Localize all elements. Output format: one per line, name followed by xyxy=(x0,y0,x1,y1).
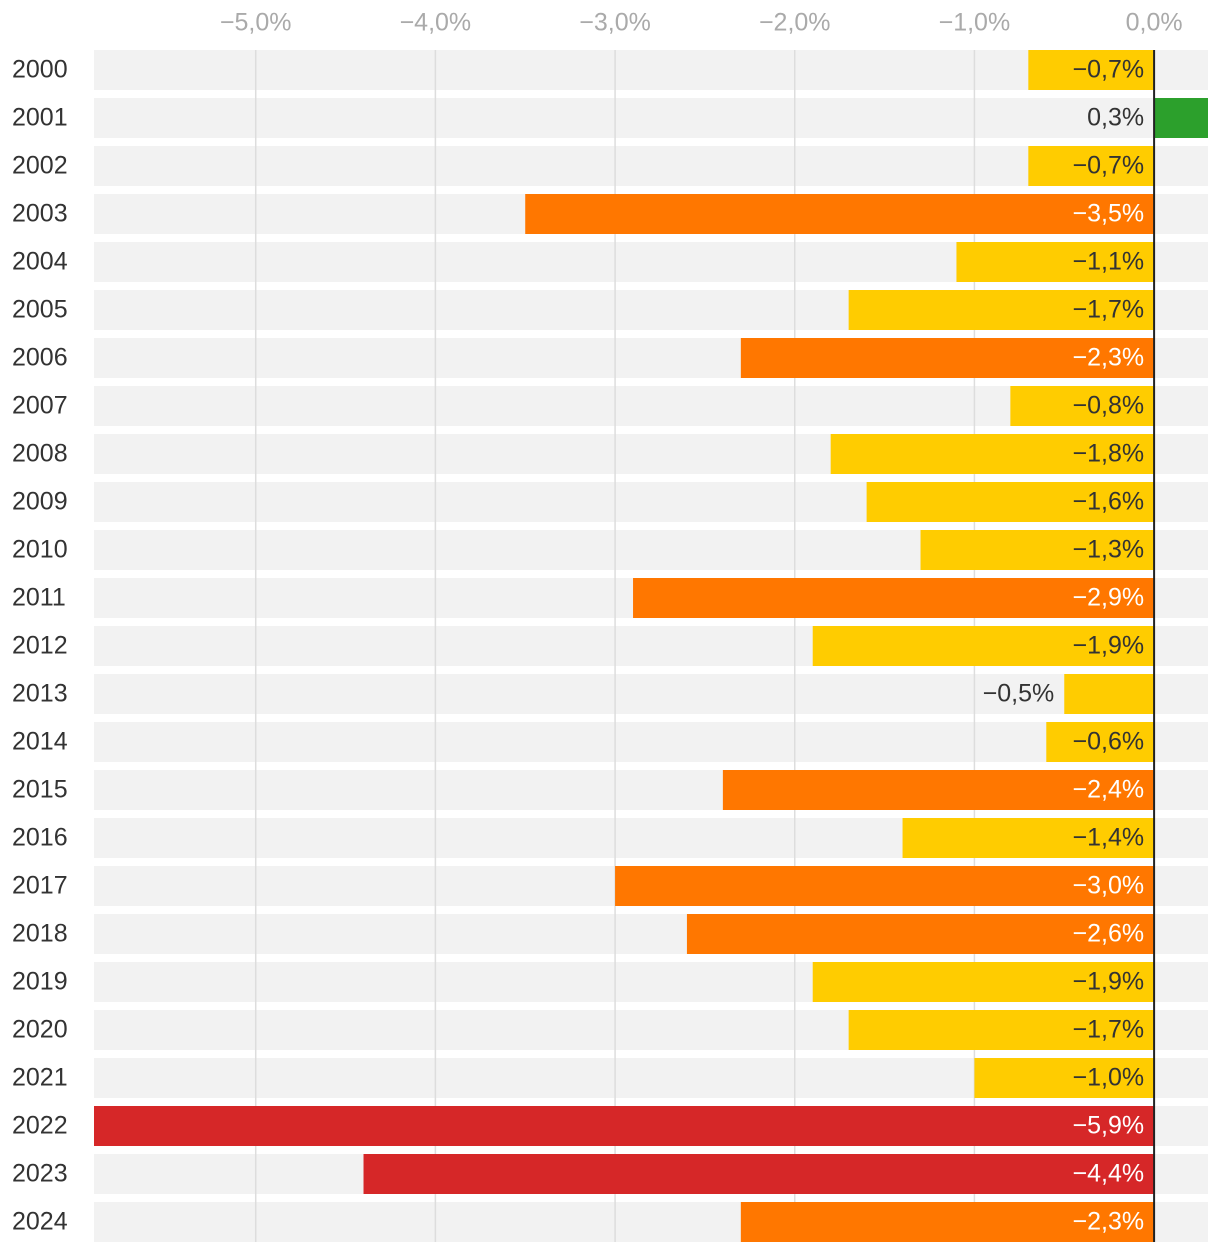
x-tick-label: −2,0% xyxy=(759,9,831,37)
y-tick-label: 2013 xyxy=(12,680,68,708)
y-tick-label: 2016 xyxy=(12,824,68,852)
x-tick-label: −3,0% xyxy=(579,9,651,37)
x-tick-label: 0,0% xyxy=(1126,9,1183,37)
value-label: −1,7% xyxy=(1073,1016,1145,1044)
bar xyxy=(848,290,1155,330)
row-background xyxy=(94,146,1208,186)
y-tick-label: 2004 xyxy=(12,248,68,276)
bar xyxy=(740,1202,1155,1242)
row-background xyxy=(94,722,1208,762)
bar xyxy=(94,1106,1155,1146)
y-tick-label: 2014 xyxy=(12,728,68,756)
bar xyxy=(722,770,1155,810)
bar xyxy=(830,434,1155,474)
value-label: −1,1% xyxy=(1073,248,1145,276)
y-tick-label: 2001 xyxy=(12,104,68,132)
value-label: −2,4% xyxy=(1073,776,1145,804)
y-tick-label: 2020 xyxy=(12,1016,68,1044)
value-label: −2,6% xyxy=(1073,920,1145,948)
value-label: −0,5% xyxy=(983,680,1055,708)
bar xyxy=(1154,98,1208,138)
y-tick-label: 2009 xyxy=(12,488,68,516)
bar xyxy=(686,914,1155,954)
bar xyxy=(1010,386,1155,426)
value-label: −1,7% xyxy=(1073,296,1145,324)
y-tick-label: 2010 xyxy=(12,536,68,564)
y-tick-label: 2008 xyxy=(12,440,68,468)
y-tick-label: 2000 xyxy=(12,56,68,84)
value-label: −0,7% xyxy=(1073,56,1145,84)
x-tick-label: −5,0% xyxy=(220,9,292,37)
value-label: −1,8% xyxy=(1073,440,1145,468)
y-tick-label: 2019 xyxy=(12,968,68,996)
value-label: −1,9% xyxy=(1073,632,1145,660)
value-label: −1,0% xyxy=(1073,1064,1145,1092)
value-label: −1,9% xyxy=(1073,968,1145,996)
y-tick-label: 2015 xyxy=(12,776,68,804)
y-tick-label: 2024 xyxy=(12,1208,68,1236)
value-label: −1,4% xyxy=(1073,824,1145,852)
value-label: −4,4% xyxy=(1073,1160,1145,1188)
x-tick-label: −4,0% xyxy=(400,9,472,37)
bar xyxy=(956,242,1155,282)
bar xyxy=(740,338,1155,378)
y-tick-label: 2007 xyxy=(12,392,68,420)
value-label: −1,6% xyxy=(1073,488,1145,516)
row-background xyxy=(94,50,1208,90)
bar xyxy=(902,818,1155,858)
y-tick-label: 2012 xyxy=(12,632,68,660)
value-label: 0,3% xyxy=(1087,104,1144,132)
value-label: −3,5% xyxy=(1073,200,1145,228)
bar xyxy=(1028,50,1155,90)
y-tick-label: 2002 xyxy=(12,152,68,180)
value-label: −5,9% xyxy=(1073,1112,1145,1140)
row-background xyxy=(94,98,1208,138)
value-label: −1,3% xyxy=(1073,536,1145,564)
value-label: −0,7% xyxy=(1073,152,1145,180)
y-tick-label: 2018 xyxy=(12,920,68,948)
bar xyxy=(848,1010,1155,1050)
bar xyxy=(1064,674,1155,714)
value-label: −2,9% xyxy=(1073,584,1145,612)
value-label: −3,0% xyxy=(1073,872,1145,900)
x-tick-label: −1,0% xyxy=(939,9,1011,37)
bar xyxy=(633,578,1155,618)
y-tick-label: 2017 xyxy=(12,872,68,900)
value-label: −0,8% xyxy=(1073,392,1145,420)
y-tick-label: 2021 xyxy=(12,1064,68,1092)
y-tick-label: 2023 xyxy=(12,1160,68,1188)
bar xyxy=(525,194,1155,234)
row-background xyxy=(94,674,1208,714)
bar xyxy=(812,962,1155,1002)
y-tick-label: 2022 xyxy=(12,1112,68,1140)
y-tick-label: 2003 xyxy=(12,200,68,228)
bar xyxy=(615,866,1155,906)
bar xyxy=(920,530,1155,570)
bar xyxy=(1028,146,1155,186)
y-tick-label: 2011 xyxy=(12,584,66,612)
value-label: −0,6% xyxy=(1073,728,1145,756)
y-tick-label: 2006 xyxy=(12,344,68,372)
bar xyxy=(363,1154,1155,1194)
bar xyxy=(974,1058,1155,1098)
y-tick-label: 2005 xyxy=(12,296,68,324)
bar xyxy=(866,482,1155,522)
value-label: −2,3% xyxy=(1073,1208,1145,1236)
bar xyxy=(812,626,1155,666)
bar xyxy=(1046,722,1155,762)
value-label: −2,3% xyxy=(1073,344,1145,372)
